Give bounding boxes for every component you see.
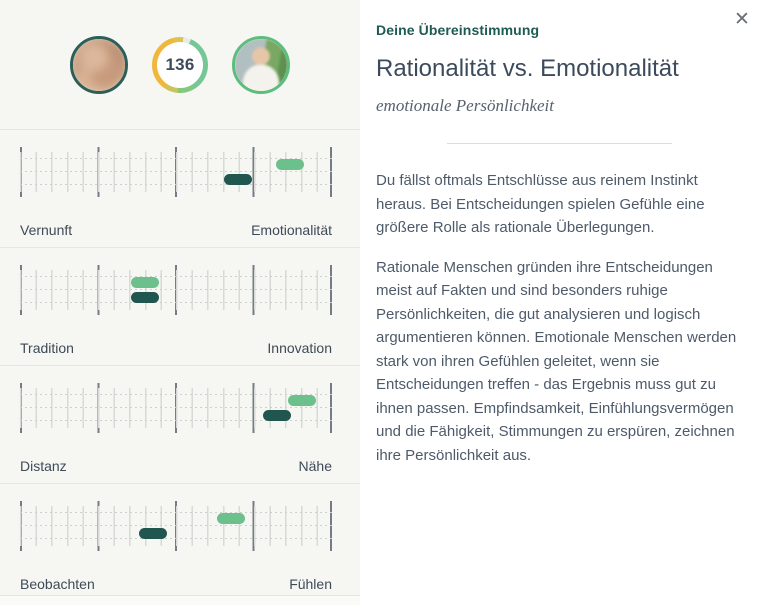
user-position-pill <box>263 410 292 421</box>
user-avatar <box>70 35 128 94</box>
description-paragraph: Du fällst oftmals Entschlüsse aus reinem… <box>376 172 705 237</box>
page-title: Rationalität vs. Emotionalität <box>376 55 679 82</box>
scale-track <box>20 383 332 433</box>
scale-track <box>20 147 332 197</box>
scale-left-label: Tradition <box>20 340 74 356</box>
comparison-panel: 136 Vernunft Emotionalität Tradition <box>0 0 360 605</box>
left-panel-bottom-strip <box>0 596 360 605</box>
panel-eyebrow: Deine Übereinstimmung <box>376 22 540 38</box>
match-score-value: 136 <box>157 41 203 88</box>
match-header: 136 <box>0 0 360 130</box>
user-avatar-photo-icon <box>73 38 125 91</box>
personality-subtitle: emotionale Persönlichkeit <box>376 96 554 115</box>
scale-right-label: Innovation <box>267 340 332 356</box>
close-icon[interactable]: ✕ <box>728 6 756 34</box>
partner-position-pill <box>275 159 304 170</box>
partner-position-pill <box>216 513 245 524</box>
user-position-pill <box>224 174 253 185</box>
detail-panel: ✕ Deine Übereinstimmung Rationalität vs.… <box>360 0 768 605</box>
description-paragraph: Rationale Menschen gründen ihre Entschei… <box>376 258 737 465</box>
partner-avatar <box>232 35 290 94</box>
scale-right-label: Fühlen <box>289 576 332 592</box>
user-position-pill <box>138 528 167 539</box>
partner-avatar-photo-icon <box>235 38 287 91</box>
scale-row-vernunft-emotionalitaet: Vernunft Emotionalität <box>0 130 360 248</box>
scale-left-label: Vernunft <box>20 222 73 238</box>
scale-row-beobachten-fuehlen: Beobachten Fühlen <box>0 484 360 596</box>
scale-right-label: Emotionalität <box>251 222 332 238</box>
scale-row-distanz-naehe: Distanz Nähe <box>0 366 360 484</box>
scale-track <box>20 265 332 315</box>
partner-position-pill <box>130 277 159 288</box>
user-position-pill <box>130 292 159 303</box>
partner-position-pill <box>288 395 317 406</box>
match-score-ring: 136 <box>152 36 208 93</box>
description-text: Du fällst oftmals Entschlüsse aus reinem… <box>376 169 742 468</box>
scale-left-label: Distanz <box>20 458 67 474</box>
scale-left-label: Beobachten <box>20 576 95 592</box>
scale-right-label: Nähe <box>298 458 332 474</box>
scale-row-tradition-innovation: Tradition Innovation <box>0 248 360 366</box>
divider <box>446 143 672 144</box>
scale-track <box>20 501 332 551</box>
